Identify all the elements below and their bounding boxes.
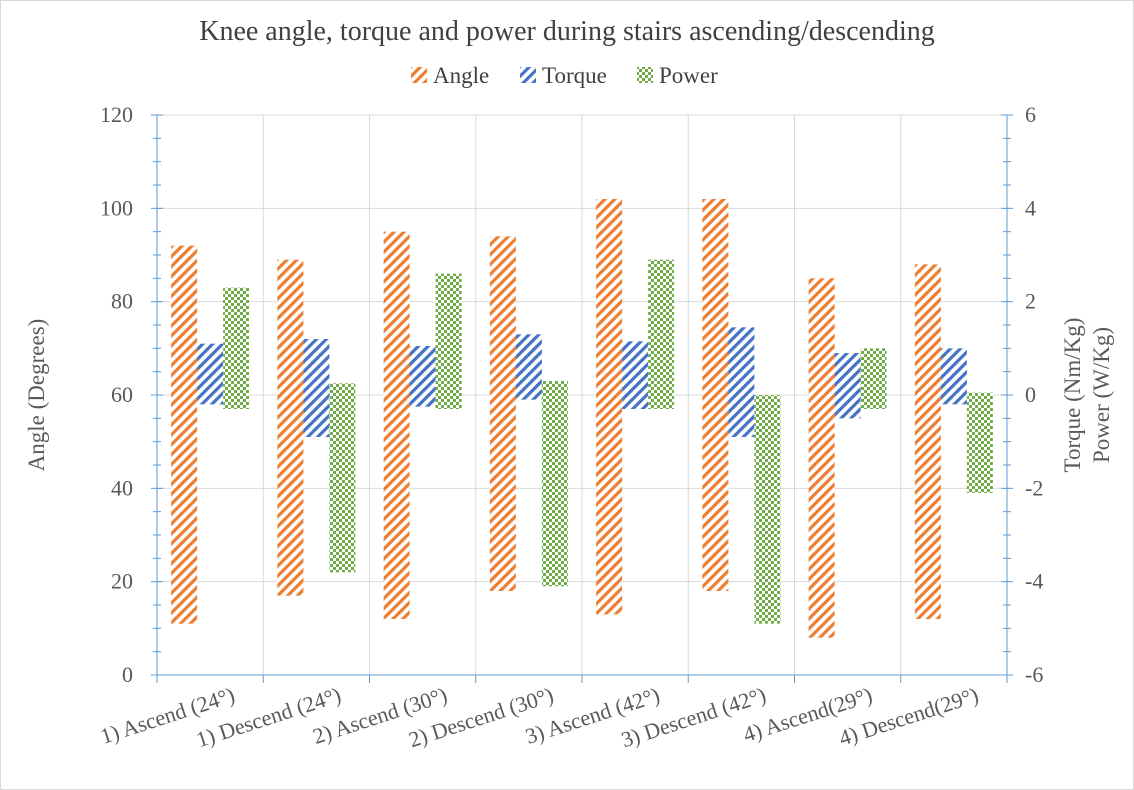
bar-angle-7 [808,278,835,638]
bar-angle-2 [277,259,304,596]
bar-power-4 [541,381,568,587]
y-left-tick-label: 120 [100,102,133,127]
bar-power-6 [754,395,781,624]
legend: Angle Torque Power [411,63,718,88]
y-left-tick-label: 60 [111,382,133,407]
legend-label-power: Power [659,63,718,88]
legend-swatch-torque [520,67,536,83]
bar-torque-7 [834,353,861,419]
legend-item-angle: Angle [411,63,489,88]
bar-angle-3 [383,231,410,619]
bar-torque-6 [728,327,755,437]
y-left-tick-label: 40 [111,475,133,500]
y-left-axis-title: Angle (Degrees) [24,319,49,472]
y-right-axis-title-line1: Torque (Nm/Kg) [1060,318,1085,473]
legend-swatch-power [637,67,653,83]
legend-swatch-angle [411,67,427,83]
bar-power-3 [435,273,462,409]
bar-power-2 [329,383,356,573]
y-left-tick-label: 80 [111,289,133,314]
bar-angle-5 [596,199,623,615]
y-right-tick-label: 6 [1025,102,1036,127]
bar-power-1 [223,287,250,409]
y-left-tick-label: 0 [122,662,133,687]
y-right-axis-title-line2: Power (W/Kg) [1089,327,1114,463]
bar-torque-4 [515,334,542,400]
bar-angle-1 [171,245,198,624]
bar-angle-8 [914,264,941,619]
y-right-tick-label: 2 [1025,289,1036,314]
legend-label-torque: Torque [542,63,607,88]
y-right-tick-label: 0 [1025,382,1036,407]
y-right-tick-label: -4 [1025,569,1043,594]
bar-torque-8 [940,348,967,405]
y-right-tick-label: -2 [1025,475,1043,500]
bar-power-5 [648,259,675,409]
bar-torque-1 [197,343,224,405]
legend-label-angle: Angle [433,63,489,88]
y-right-tick-label: 4 [1025,195,1036,220]
chart-title: Knee angle, torque and power during stai… [199,16,935,47]
bar-torque-5 [622,341,649,409]
y-left-tick-label: 20 [111,569,133,594]
y-right-tick-label: -6 [1025,662,1043,687]
bar-torque-2 [303,339,330,437]
bar-angle-4 [489,236,516,592]
y-left-tick-label: 100 [100,195,133,220]
bar-power-8 [966,392,993,493]
legend-item-torque: Torque [520,63,607,88]
bar-angle-6 [702,199,729,591]
bar-torque-3 [409,346,436,407]
bar-power-7 [860,348,887,409]
bars [171,199,993,638]
legend-item-power: Power [637,63,718,88]
